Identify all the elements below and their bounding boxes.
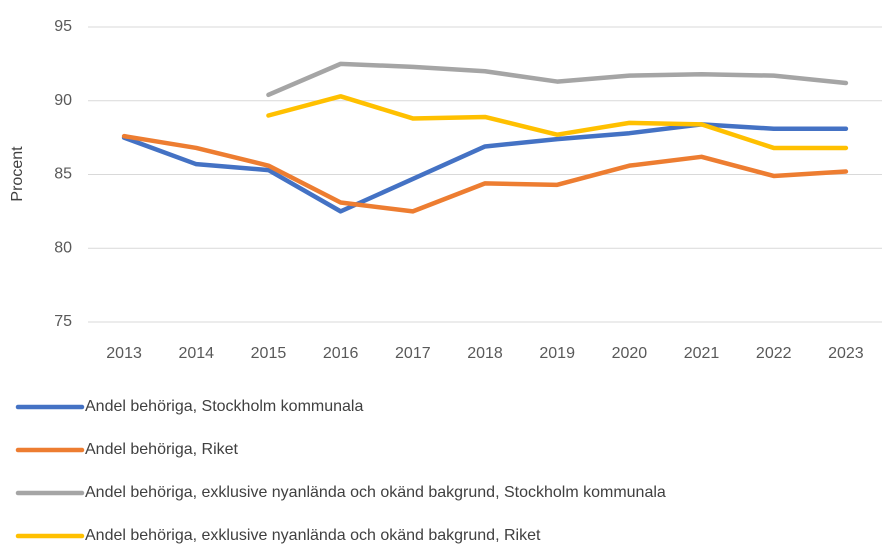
series-line: [266, 61, 849, 98]
x-tick-label: 2015: [251, 345, 287, 362]
x-tick-label: 2014: [178, 345, 214, 362]
x-tick-label: 2022: [756, 345, 792, 362]
x-tick-label: 2021: [684, 345, 720, 362]
legend-label: Andel behöriga, exklusive nyanlända och …: [85, 527, 541, 544]
y-axis-label: Procent: [9, 146, 26, 202]
x-tick-label: 2018: [467, 345, 503, 362]
legend-label: Andel behöriga, exklusive nyanlända och …: [85, 484, 666, 501]
x-tick-label: 2017: [395, 345, 431, 362]
y-tick-label: 85: [54, 166, 72, 183]
x-tick-label: 2023: [828, 345, 864, 362]
y-tick-label: 95: [54, 18, 72, 35]
x-tick-label: 2019: [539, 345, 575, 362]
legend-label: Andel behöriga, Stockholm kommunala: [85, 398, 363, 415]
y-tick-label: 90: [54, 92, 72, 109]
x-tick-label: 2016: [323, 345, 359, 362]
series-line: [266, 94, 849, 151]
legend-label: Andel behöriga, Riket: [85, 441, 239, 458]
y-tick-label: 80: [54, 239, 72, 256]
x-tick-label: 2013: [106, 345, 142, 362]
y-tick-label: 75: [54, 313, 72, 330]
x-tick-label: 2020: [612, 345, 648, 362]
series-line: [121, 133, 849, 214]
series-line: [121, 122, 849, 214]
